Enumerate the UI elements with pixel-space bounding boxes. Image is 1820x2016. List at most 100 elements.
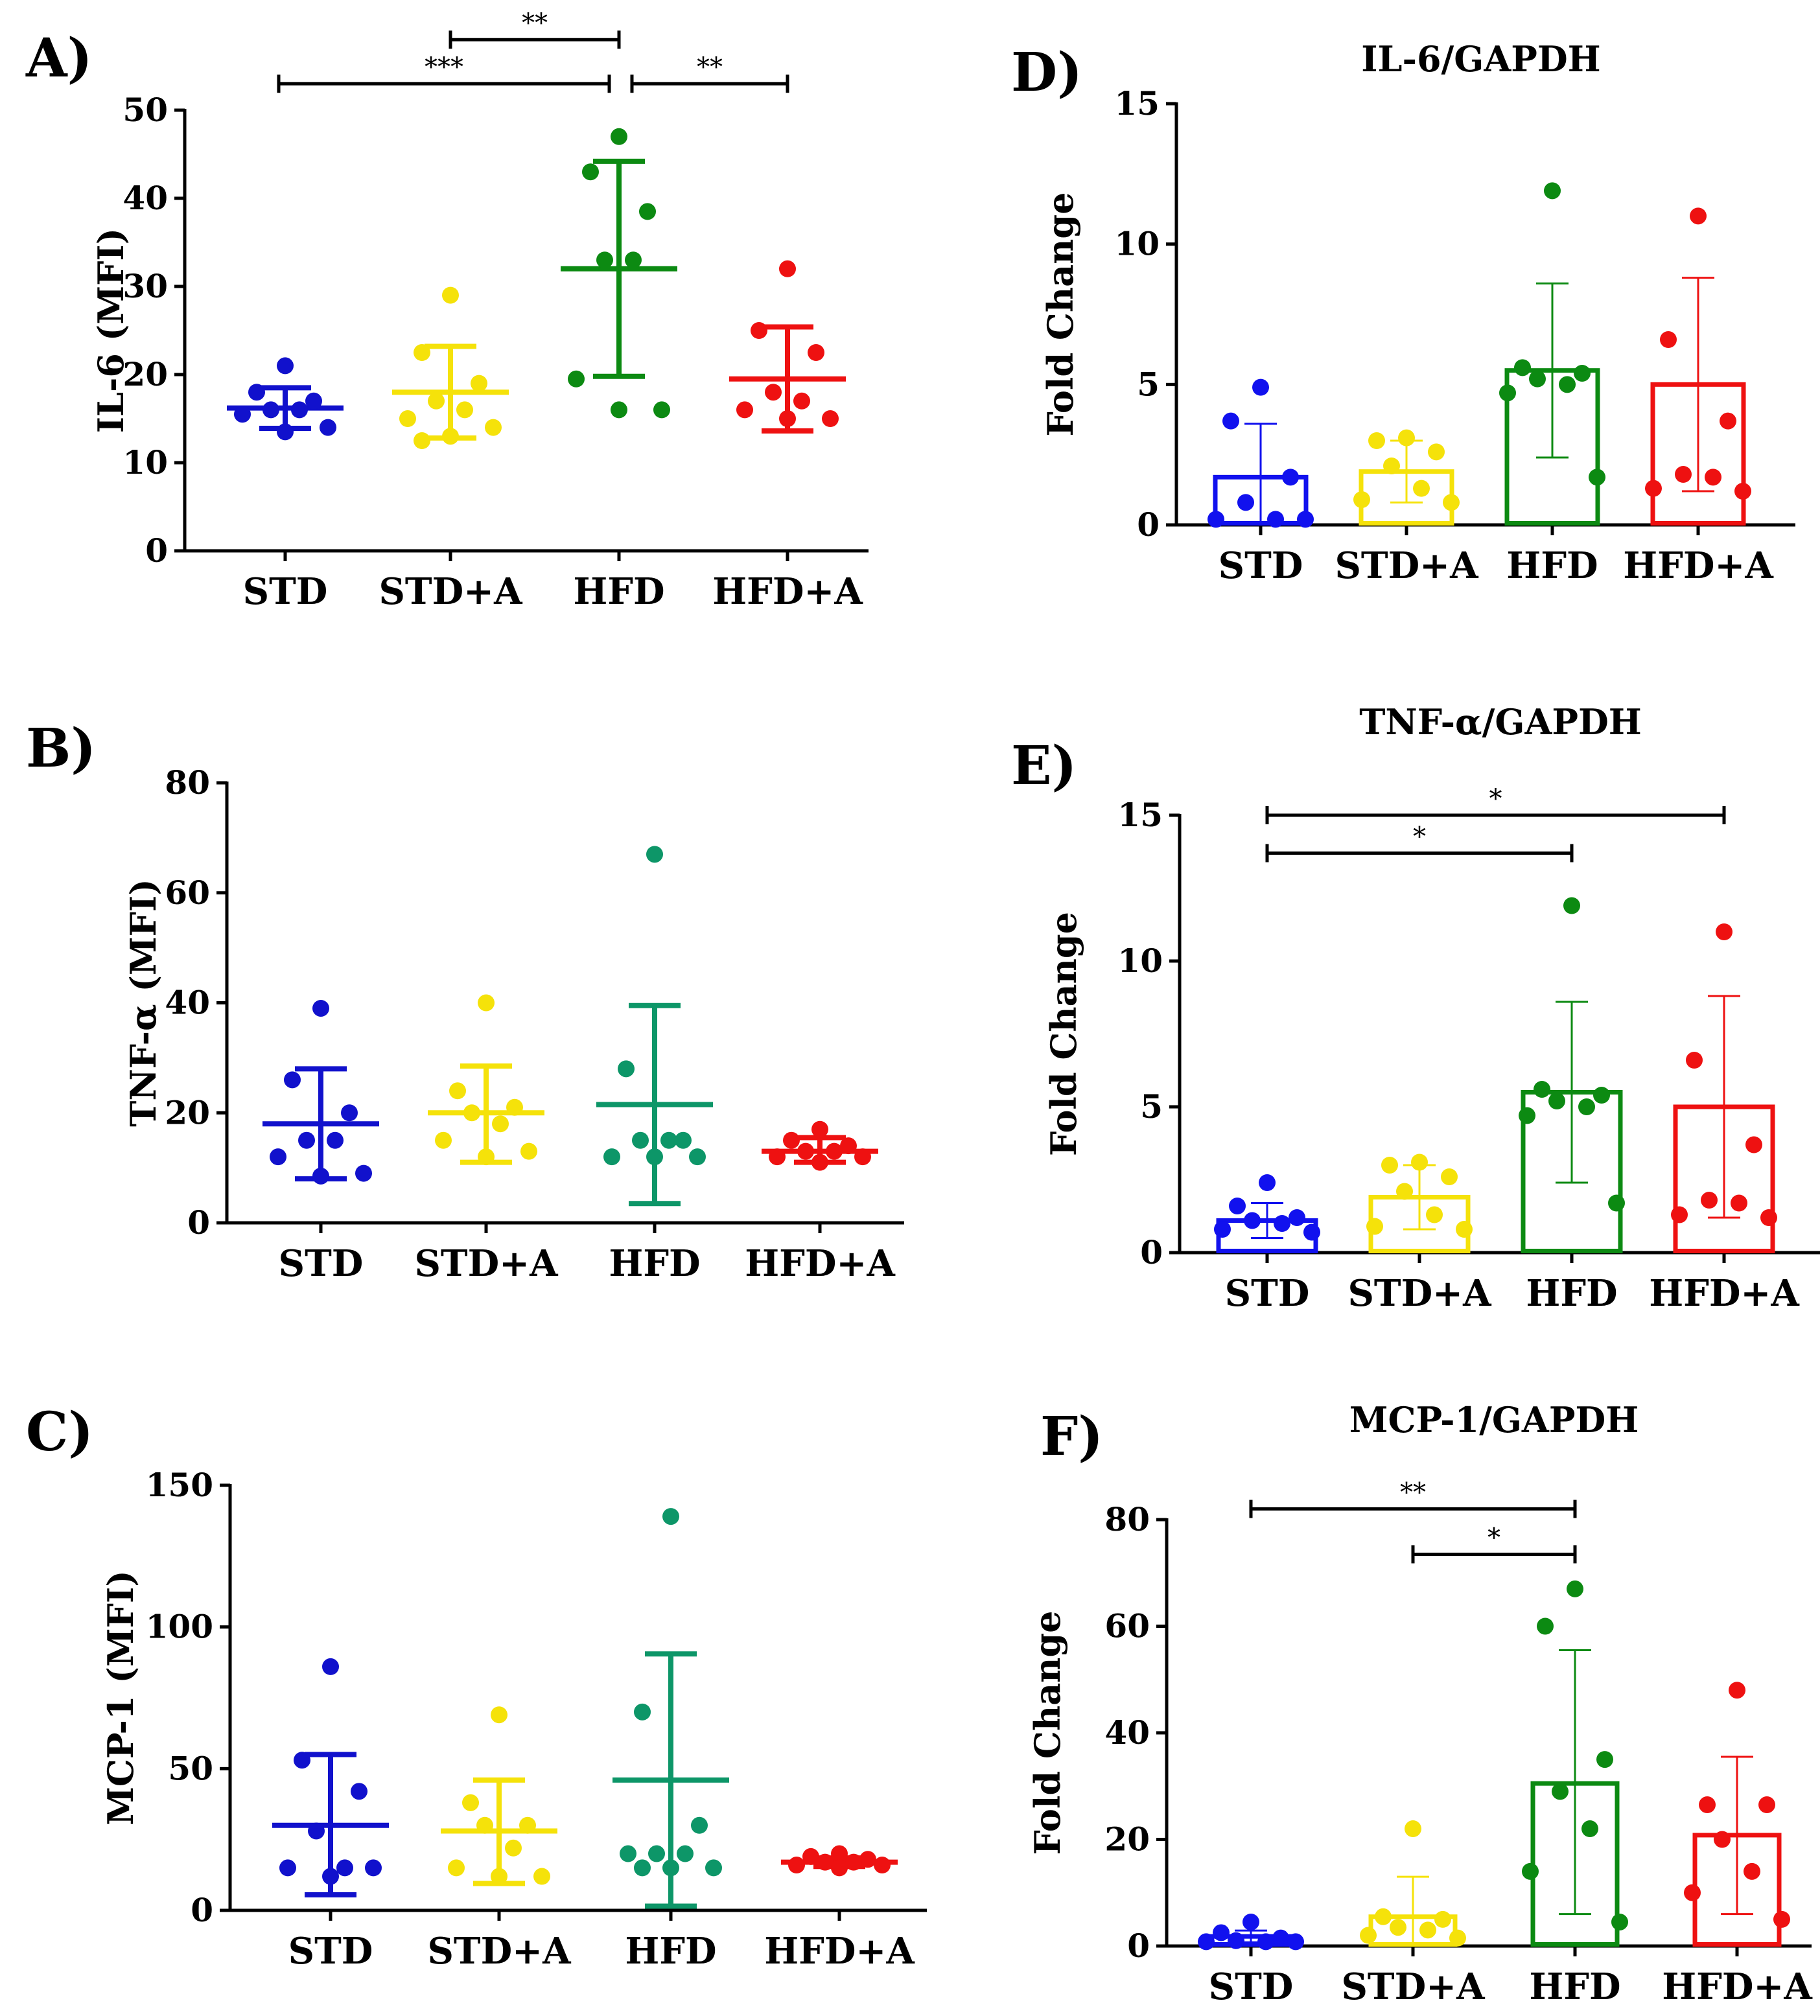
data-point — [1714, 1831, 1731, 1848]
data-point — [648, 1845, 665, 1862]
data-point — [1353, 491, 1370, 508]
data-point — [1684, 1884, 1701, 1901]
y-tick-label: 150 — [146, 1466, 213, 1504]
data-point — [1282, 469, 1299, 486]
data-point — [831, 1845, 848, 1862]
data-point — [277, 357, 294, 375]
x-tick-label: HFD — [609, 1242, 700, 1285]
y-tick-label: 10 — [1117, 942, 1163, 980]
data-point — [1396, 1183, 1413, 1200]
data-point — [478, 994, 495, 1012]
data-point — [1534, 1081, 1550, 1098]
data-point — [1456, 1221, 1473, 1238]
data-point — [533, 1868, 550, 1885]
x-tick-label: STD — [288, 1930, 373, 1973]
data-point — [854, 1148, 871, 1166]
data-point — [677, 1845, 694, 1862]
data-point — [322, 1658, 339, 1675]
data-point — [277, 423, 294, 441]
y-tick-label: 80 — [1104, 1500, 1150, 1538]
data-point — [284, 1071, 301, 1089]
y-axis-label-e: Fold Change — [1043, 912, 1084, 1156]
data-point — [1426, 1206, 1443, 1223]
group-d-0 — [1208, 378, 1314, 528]
data-point — [1360, 1927, 1377, 1944]
data-point — [1745, 1136, 1762, 1153]
data-point — [582, 163, 599, 181]
data-point — [1441, 1168, 1458, 1185]
data-point — [765, 384, 782, 401]
data-point — [491, 1706, 508, 1724]
data-point — [336, 1859, 353, 1877]
significance-bracket: * — [1411, 1523, 1577, 1564]
data-point — [491, 1868, 508, 1885]
data-point — [1675, 466, 1692, 483]
x-tick-label: HFD+A — [1649, 1272, 1800, 1315]
group-e-3 — [1671, 923, 1777, 1253]
data-point — [568, 370, 585, 388]
data-point — [1705, 469, 1721, 486]
data-point — [520, 1142, 537, 1160]
data-point — [478, 1148, 495, 1166]
data-point — [327, 1131, 344, 1149]
x-tick-label: HFD+A — [745, 1242, 896, 1285]
data-point — [1267, 511, 1284, 528]
data-point — [779, 260, 796, 277]
data-point — [788, 1857, 805, 1874]
group-e-2 — [1519, 897, 1625, 1253]
data-point — [1552, 1783, 1569, 1800]
data-point — [298, 1131, 315, 1149]
y-tick-label: 60 — [165, 874, 210, 912]
data-point — [1229, 1198, 1246, 1214]
data-point — [485, 419, 502, 436]
data-point — [1563, 897, 1580, 914]
data-point — [463, 1104, 480, 1122]
y-tick-label: 15 — [1117, 796, 1163, 834]
data-point — [1222, 412, 1239, 430]
y-axis-label-b: TNF-α (MFI) — [122, 879, 164, 1127]
panel-label-c: C) — [26, 1401, 93, 1463]
y-tick-label: 20 — [1104, 1820, 1150, 1859]
group-a-3 — [729, 260, 846, 434]
data-point — [1213, 1924, 1230, 1941]
data-point — [646, 1148, 663, 1166]
significance-label: ** — [1400, 1478, 1426, 1508]
group-f-2 — [1522, 1580, 1628, 1947]
y-tick-label: 10 — [122, 443, 168, 481]
data-point — [414, 344, 430, 361]
data-point — [1758, 1796, 1775, 1814]
data-point — [662, 1508, 679, 1525]
group-f-0 — [1198, 1913, 1304, 1951]
x-tick-label: STD+A — [414, 1242, 559, 1285]
data-point — [448, 1859, 465, 1877]
data-point — [1259, 1174, 1276, 1191]
data-point — [660, 1131, 677, 1149]
significance-label: ** — [522, 8, 548, 38]
data-point — [831, 1859, 848, 1877]
significance-bracket: ** — [630, 52, 789, 93]
data-point — [1699, 1796, 1716, 1814]
data-point — [308, 1822, 325, 1840]
data-point — [1567, 1580, 1583, 1597]
data-point — [646, 846, 663, 863]
data-point — [506, 1098, 523, 1116]
data-point — [1375, 1908, 1392, 1925]
data-point — [435, 1131, 452, 1149]
group-b-3 — [762, 1120, 878, 1171]
chart-title-f: MCP-1/GAPDH — [1349, 1399, 1639, 1441]
data-point — [322, 1868, 339, 1885]
data-point — [1548, 1093, 1565, 1109]
data-point — [653, 401, 670, 419]
data-point — [312, 1167, 329, 1185]
data-point — [705, 1859, 722, 1877]
data-point — [596, 251, 613, 269]
data-point — [279, 1859, 296, 1877]
data-point — [691, 1816, 708, 1834]
data-point — [817, 1853, 834, 1871]
data-point — [845, 1853, 862, 1871]
group-a-2 — [561, 128, 677, 419]
x-tick-label: HFD+A — [1623, 544, 1774, 587]
x-tick-label: STD+A — [1341, 1965, 1486, 2008]
group-a-1 — [392, 286, 509, 449]
data-point — [1272, 1929, 1289, 1947]
